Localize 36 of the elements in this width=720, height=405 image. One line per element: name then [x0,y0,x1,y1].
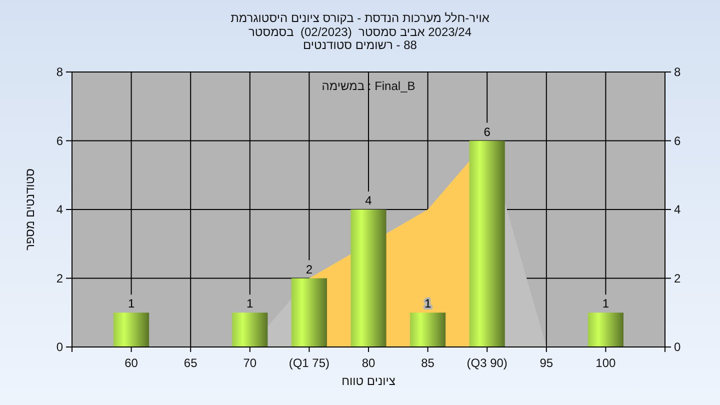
data-label: 6 [484,124,491,139]
x-tick-label: 70 [243,356,257,370]
bar [588,312,624,347]
data-label: 1 [602,296,610,311]
bar [350,210,386,347]
y2-tick-label: 8 [674,65,681,79]
bar [291,278,327,347]
y-tick-label: 4 [56,202,64,216]
data-label: 4 [365,194,372,208]
x-tick-label: (Q3 90) [466,356,508,370]
x-tick-label: 95 [540,356,554,370]
x-tick-label: 80 [362,356,376,370]
data-label: 2 [306,262,313,276]
data-label: 1 [424,296,432,311]
x-tick-label: 60 [124,356,138,370]
y-tick-label: 0 [56,340,64,354]
y2-tick-label: 4 [674,202,681,216]
y2-tick-label: 6 [674,134,681,148]
chart-title: היסטוגרמת ציונים בקורס - הנדסת מערכות אויר-חלל [230,11,490,25]
bar [114,312,150,347]
x-axis-title: טווח ציונים [342,374,396,388]
y2-tick-label: 2 [674,271,681,286]
x-tick-label: 100 [596,356,616,370]
data-label: 1 [246,296,254,311]
y-axis-title: מספר סטודנטים [23,168,37,251]
x-tick-label: (Q1 75) [288,356,330,370]
y-tick-label: 6 [56,134,64,148]
y-tick-label: 8 [56,65,64,79]
bar [232,312,268,347]
data-label: 1 [128,296,135,311]
bar [410,312,446,347]
bar [469,140,505,347]
y-tick-label: 2 [56,271,64,286]
y2-tick-label: 0 [674,340,681,354]
x-tick-label: 65 [184,356,198,370]
x-tick-label: 85 [421,356,435,370]
